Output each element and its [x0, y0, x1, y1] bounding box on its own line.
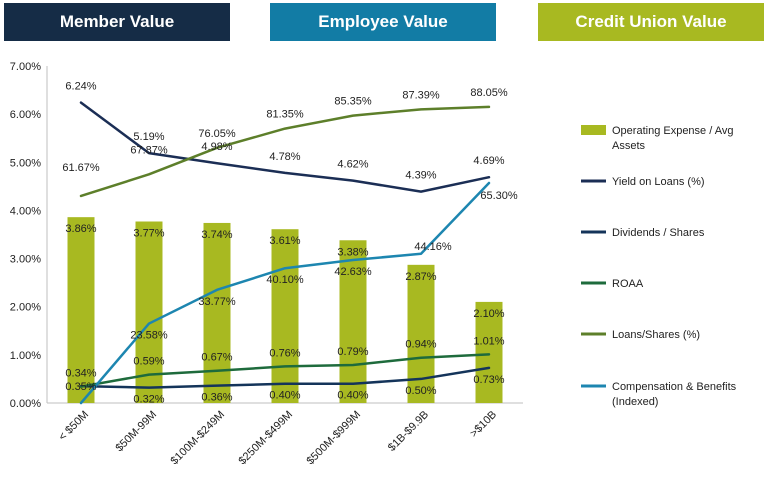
data-label: 3.86% [65, 223, 96, 235]
x-tick-label: $50M-99M [113, 409, 159, 455]
legend-label: Yield on Loans (%) [612, 176, 705, 188]
data-label: 5.19% [133, 131, 164, 143]
data-label: 44.16% [414, 241, 452, 253]
data-label: 81.35% [266, 109, 304, 121]
data-label: 3.74% [201, 229, 232, 241]
data-label: 3.38% [337, 246, 368, 258]
legend-label: Dividends / Shares [612, 227, 705, 239]
bar [271, 229, 299, 403]
data-label: 4.78% [269, 151, 300, 163]
employee-value-banner: Employee Value [270, 3, 496, 41]
data-label: 3.61% [269, 235, 300, 247]
data-label: 6.24% [65, 81, 96, 93]
x-tick-label: $100M-$249M [168, 409, 227, 468]
data-label: 0.76% [269, 347, 300, 359]
x-tick-label: $500M-$999M [304, 409, 363, 468]
data-label: 0.73% [473, 374, 504, 386]
series-line [79, 105, 491, 198]
bar [407, 264, 435, 403]
y-tick-label: 5.00% [10, 157, 41, 169]
data-label: 87.39% [402, 89, 440, 101]
credit-union-value-banner: Credit Union Value [538, 3, 764, 41]
data-label: 0.36% [201, 392, 232, 404]
data-label: 0.67% [201, 352, 232, 364]
data-label: 0.79% [337, 346, 368, 358]
legend-label: Loans/Shares (%) [612, 329, 700, 341]
x-tick-label: $250M-$499M [236, 409, 295, 468]
data-label: 0.32% [133, 394, 164, 406]
data-label: 33.77% [198, 296, 236, 308]
bar [203, 222, 231, 403]
x-tick-label: >$10B [468, 409, 499, 440]
data-label: 0.50% [405, 385, 436, 397]
y-tick-label: 0.00% [10, 398, 41, 410]
series-line [79, 353, 491, 388]
bar [339, 240, 367, 403]
x-tick-label: < $50M [56, 409, 91, 444]
data-label: 85.35% [334, 96, 372, 108]
bar [135, 221, 163, 403]
x-tick-label: $1B-$9.9B [386, 409, 431, 454]
series-line [79, 101, 491, 193]
data-label: 88.05% [470, 87, 508, 99]
data-label: 0.40% [337, 390, 368, 402]
legend-swatch [581, 125, 606, 135]
data-label: 23.58% [130, 330, 168, 342]
data-label: 42.63% [334, 266, 372, 278]
series-line [79, 181, 491, 405]
data-label: 4.62% [337, 159, 368, 171]
data-label: 67.87% [130, 144, 168, 156]
data-label: 2.10% [473, 308, 504, 320]
data-label: 0.40% [269, 390, 300, 402]
data-label: 4.39% [405, 170, 436, 182]
legend-label: Compensation & Benefits (Indexed) [612, 381, 737, 408]
data-label: 65.30% [480, 190, 518, 202]
y-tick-label: 1.00% [10, 350, 41, 362]
data-label: 2.87% [405, 271, 436, 283]
data-label: 4.98% [201, 141, 232, 153]
data-label: 61.67% [62, 162, 100, 174]
data-label: 0.34% [65, 368, 96, 380]
bar [67, 217, 95, 403]
data-label: 4.69% [473, 155, 504, 167]
data-label: 40.10% [266, 274, 304, 286]
data-label: 76.05% [198, 128, 236, 140]
y-tick-label: 4.00% [10, 205, 41, 217]
series-line [79, 366, 491, 389]
data-label: 0.35% [65, 381, 96, 393]
y-tick-label: 2.00% [10, 302, 41, 314]
data-label: 3.77% [133, 228, 164, 240]
data-label: 0.94% [405, 339, 436, 351]
member-value-banner: Member Value [4, 3, 230, 41]
data-label: 0.59% [133, 356, 164, 368]
legend-label: Operating Expense / Avg Assets [612, 125, 734, 152]
y-tick-label: 6.00% [10, 109, 41, 121]
legend-label: ROAA [612, 278, 644, 290]
bar [475, 301, 503, 403]
y-tick-label: 7.00% [10, 61, 41, 73]
data-label: 1.01% [473, 335, 504, 347]
y-tick-label: 3.00% [10, 254, 41, 266]
